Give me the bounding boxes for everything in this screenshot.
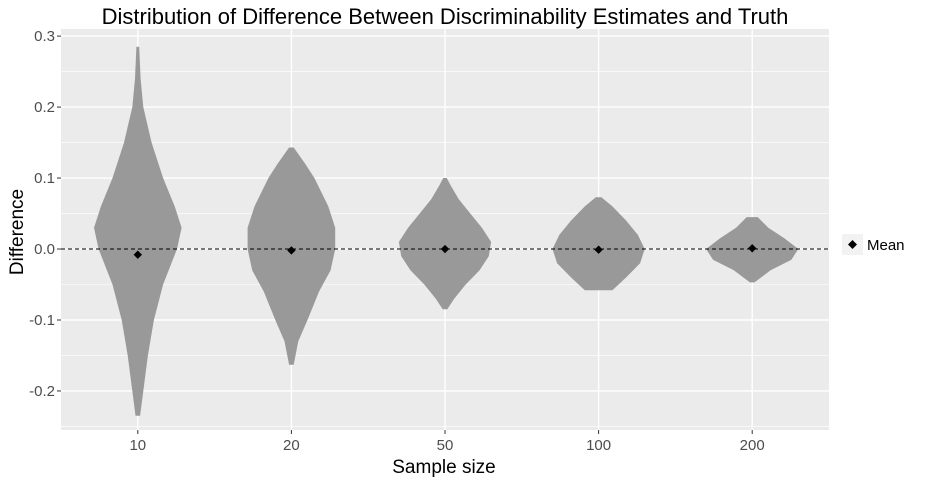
- x-tick-label: 200: [740, 437, 765, 454]
- x-tick-label: 100: [586, 437, 611, 454]
- mean-marker-50: [440, 244, 450, 254]
- x-axis-ticks: 10 20 50 100 200: [129, 430, 765, 454]
- x-tick-label: 10: [129, 437, 146, 454]
- y-tick-label: 0.3: [34, 28, 55, 45]
- violins: [94, 46, 799, 416]
- chart-title: Distribution of Difference Between Discr…: [102, 4, 789, 29]
- x-tick-label: 20: [283, 437, 300, 454]
- y-axis-title: Difference: [7, 189, 28, 275]
- y-tick-label: 0.0: [34, 241, 55, 258]
- violin-10: [94, 46, 182, 416]
- violin-100: [552, 197, 645, 291]
- y-tick-label: 0.2: [34, 99, 55, 116]
- y-tick-label: -0.2: [29, 383, 55, 400]
- legend-mean-diamond-icon: [848, 240, 857, 249]
- mean-marker-200: [748, 244, 757, 253]
- x-tick-label: 50: [437, 437, 454, 454]
- violin-50: [398, 178, 492, 310]
- mean-marker-20: [287, 246, 296, 255]
- y-tick-label: 0.1: [34, 170, 55, 187]
- y-axis-ticks: -0.2 -0.1 0.0 0.1 0.2 0.3: [29, 28, 61, 400]
- y-tick-label: -0.1: [29, 312, 55, 329]
- x-axis-title: Sample size: [392, 457, 496, 478]
- mean-marker-10: [133, 250, 142, 259]
- legend: Mean: [842, 234, 905, 255]
- violin-20: [247, 147, 336, 365]
- mean-marker-100: [594, 245, 603, 254]
- legend-label-mean: Mean: [867, 237, 905, 254]
- mean-markers: [133, 244, 757, 259]
